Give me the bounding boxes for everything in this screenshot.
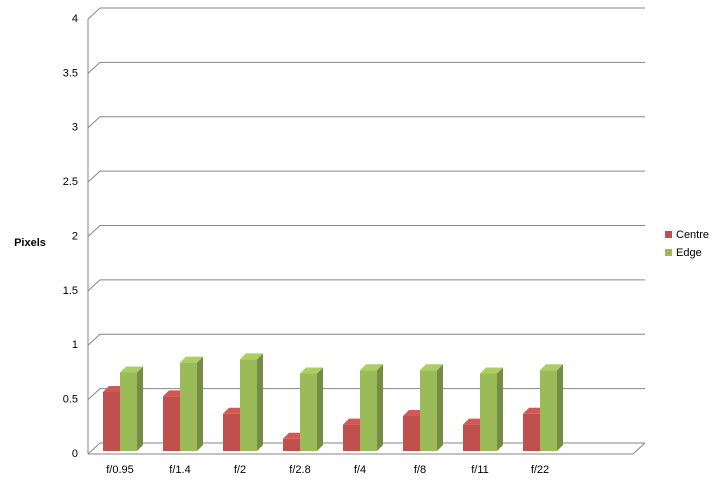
bar-side bbox=[257, 353, 263, 451]
x-tick-label: f/4 bbox=[354, 464, 366, 476]
bar-top bbox=[300, 367, 323, 374]
bar bbox=[420, 364, 443, 451]
bar-front bbox=[223, 413, 240, 451]
bar-side bbox=[137, 366, 143, 451]
bar-side bbox=[437, 364, 443, 451]
bar bbox=[360, 364, 383, 451]
bar-top bbox=[240, 353, 263, 360]
floor-edge bbox=[88, 442, 646, 455]
legend-swatch bbox=[665, 249, 672, 256]
y-tick-label: 3 bbox=[72, 122, 78, 134]
y-tick-label: 2.5 bbox=[63, 176, 78, 188]
y-tick-label: 2 bbox=[72, 230, 78, 242]
bar-front bbox=[180, 362, 197, 451]
bar-front bbox=[343, 424, 360, 451]
bar-top bbox=[420, 364, 443, 371]
grid-line bbox=[87, 333, 645, 346]
bar bbox=[240, 353, 263, 451]
legend-label: Edge bbox=[676, 247, 702, 259]
grid-line bbox=[87, 225, 645, 237]
x-tick-label: f/1.4 bbox=[169, 464, 190, 476]
bar-front bbox=[283, 438, 300, 451]
grid-line bbox=[87, 279, 645, 292]
bar bbox=[120, 366, 143, 451]
legend-label: Centre bbox=[676, 229, 709, 241]
grid-line bbox=[87, 170, 645, 183]
y-tick-label: 1.5 bbox=[63, 285, 78, 297]
x-tick-label: f/22 bbox=[531, 464, 549, 476]
bar-side bbox=[317, 367, 323, 451]
y-tick-label: 4 bbox=[72, 13, 78, 25]
y-tick-label: 3.5 bbox=[63, 67, 78, 79]
bar-front bbox=[360, 370, 377, 451]
bar bbox=[480, 367, 503, 451]
bar-top bbox=[180, 356, 203, 363]
y-tick-label: 0 bbox=[72, 448, 78, 460]
bar-front bbox=[163, 396, 180, 451]
grid-line bbox=[87, 116, 645, 129]
bar-side bbox=[197, 356, 203, 451]
bar bbox=[540, 364, 563, 451]
grid-line bbox=[87, 61, 645, 74]
bar-front bbox=[480, 373, 497, 451]
x-tick-label: f/11 bbox=[471, 464, 489, 476]
bar-top bbox=[120, 366, 143, 373]
bar-front bbox=[463, 424, 480, 451]
bar-side bbox=[497, 367, 503, 451]
bar-side bbox=[557, 364, 563, 451]
bar-front bbox=[240, 359, 257, 451]
bar-top bbox=[540, 364, 563, 371]
bar-top bbox=[480, 367, 503, 374]
bar-front bbox=[403, 415, 420, 451]
legend-swatch bbox=[665, 231, 672, 238]
x-tick-label: f/2.8 bbox=[289, 464, 310, 476]
grid-line bbox=[87, 388, 645, 400]
x-tick-label: f/0.95 bbox=[106, 464, 134, 476]
bar-front bbox=[420, 370, 437, 451]
grid-line bbox=[87, 7, 645, 20]
bar bbox=[180, 356, 203, 451]
bar-front bbox=[120, 372, 137, 451]
bar-top bbox=[360, 364, 383, 371]
bar-front bbox=[523, 413, 540, 451]
bar-front bbox=[103, 392, 120, 451]
bar bbox=[300, 367, 323, 451]
bar-front bbox=[540, 370, 557, 451]
y-axis-label: Pixels bbox=[14, 237, 46, 249]
bar-front bbox=[300, 373, 317, 451]
y-tick-label: 0.5 bbox=[63, 394, 78, 406]
bar-side bbox=[377, 364, 383, 451]
x-tick-label: f/2 bbox=[234, 464, 246, 476]
y-tick-label: 1 bbox=[72, 339, 78, 351]
x-tick-label: f/8 bbox=[414, 464, 426, 476]
